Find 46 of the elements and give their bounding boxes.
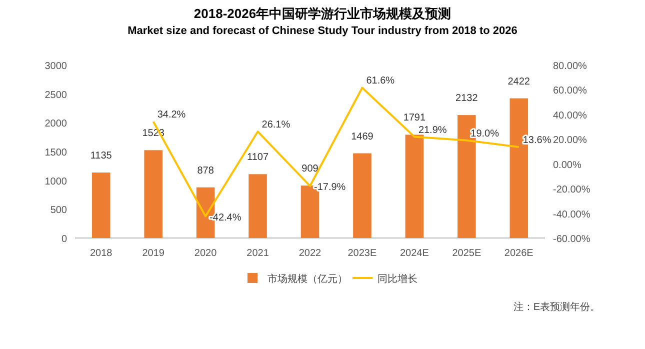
x-tick-label: 2025E (452, 248, 482, 259)
data-label: 61.6% (366, 76, 395, 87)
data-label: 1469 (351, 131, 374, 142)
x-tick-label: 2024E (400, 248, 430, 259)
y-tick-label: 0 (61, 234, 68, 245)
data-label: 909 (302, 164, 319, 175)
chart-title: 2018-2026年中国研学游行业市场规模及预测 (194, 6, 452, 21)
y-tick-label: 2000 (44, 118, 68, 130)
data-label: 1107 (247, 152, 269, 164)
bar (144, 150, 162, 238)
chart-subtitle: Market size and forecast of Chinese Study Tour industry from 2018 to 2026 (128, 25, 518, 37)
y2-tick-label: 20.00% (553, 135, 588, 146)
y2-tick-label: -40.00% (553, 209, 590, 220)
y2-tick-label: -20.00% (553, 184, 590, 196)
y2-tick-label: 60.00% (553, 86, 588, 97)
y2-tick-label: 0.00% (553, 160, 582, 171)
x-tick-label: 2021 (246, 248, 270, 259)
y-tick-label: 1000 (44, 176, 68, 188)
data-label: 21.9% (418, 124, 447, 136)
bar (405, 134, 424, 238)
data-label: 2422 (508, 76, 530, 88)
x-tick-label: 2023E (348, 248, 378, 259)
bar (92, 172, 110, 238)
text: 注：E表预测年份。 (513, 301, 600, 313)
y-tick-label: 3000 (44, 61, 68, 72)
x-tick-label: 2026E (504, 248, 534, 259)
y2-tick-label: 80.00% (553, 61, 588, 72)
y2-tick-label: 40.00% (553, 110, 588, 122)
data-label: 2132 (456, 93, 478, 104)
bar (353, 153, 372, 238)
x-tick-label: 2018 (90, 248, 113, 259)
x-tick-label: 2022 (298, 248, 322, 259)
y2-tick-label: -60.00% (553, 234, 590, 245)
x-tick-label: 2019 (142, 248, 165, 259)
data-label: 34.2% (157, 110, 186, 121)
data-label: 878 (197, 165, 214, 176)
legend-label: 同比增长 (378, 273, 418, 285)
data-label: 1135 (90, 150, 112, 162)
x-tick-label: 2020 (194, 248, 218, 259)
y-tick-label: 500 (50, 205, 68, 216)
data-label: 1791 (403, 112, 426, 124)
y-tick-label: 2500 (44, 90, 68, 101)
y-tick-label: 1500 (44, 148, 68, 158)
legend-label: 市场规模（亿元） (268, 273, 348, 285)
data-label: 26.1% (262, 120, 290, 131)
bar (248, 174, 267, 238)
